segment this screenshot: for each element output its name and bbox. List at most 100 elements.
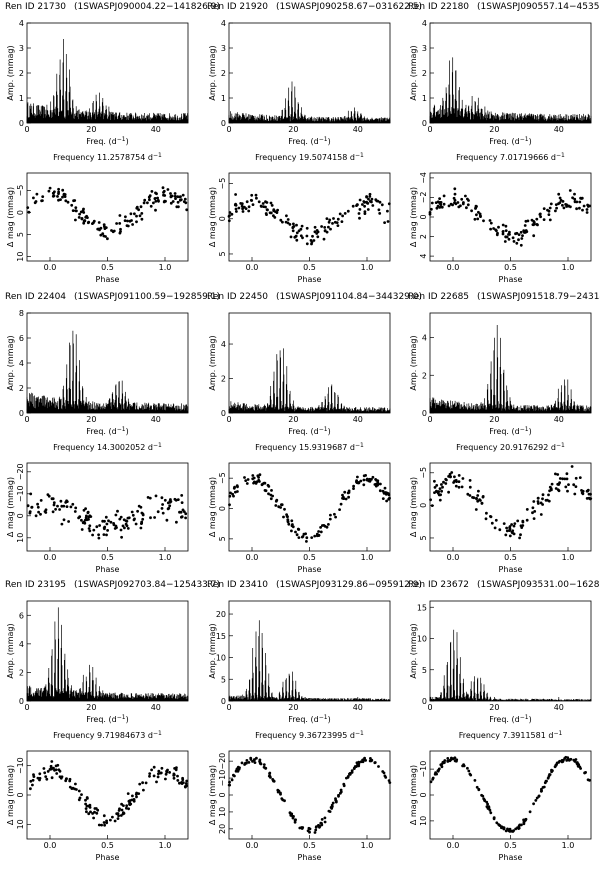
phase-point <box>356 475 359 479</box>
periodogram-trace <box>228 81 391 123</box>
phase-point <box>102 533 106 536</box>
phase-point <box>446 757 450 760</box>
y-tick-label: 4 <box>419 254 428 259</box>
phase-point <box>581 492 585 496</box>
phase-point <box>262 763 266 766</box>
phase-point <box>505 529 509 533</box>
x-tick-label: 0 <box>427 703 432 712</box>
phase-point <box>181 508 185 512</box>
phase-point <box>269 497 273 501</box>
phase-point <box>379 482 382 486</box>
y-tick-label: 0 <box>221 697 226 706</box>
phase-point <box>107 519 110 523</box>
phase-point <box>484 517 488 521</box>
phase-point <box>137 504 141 508</box>
phase-point <box>532 500 536 503</box>
phase-point <box>289 235 293 239</box>
phase-point <box>554 764 558 767</box>
phase-point <box>102 814 106 818</box>
phase-point <box>310 536 314 539</box>
phase-point <box>41 195 45 199</box>
periodogram-trace <box>429 325 592 413</box>
phase-x-label: Phase <box>96 565 120 574</box>
x-tick-label: 1.0 <box>361 841 374 850</box>
phase-point <box>532 221 536 224</box>
phase-point <box>323 820 327 824</box>
phase-point <box>92 816 95 820</box>
phase-point <box>54 507 57 511</box>
phase-point <box>347 495 350 499</box>
phase-x-label: Phase <box>499 565 523 574</box>
phase-point <box>253 758 256 761</box>
x-tick-label: 0.0 <box>447 553 460 562</box>
phase-point <box>573 197 577 201</box>
phase-point <box>517 238 520 242</box>
x-tick-label: 40 <box>353 125 363 134</box>
phase-point <box>97 533 100 537</box>
x-tick-label: 0 <box>427 415 432 424</box>
phase-point <box>511 531 514 535</box>
phase-point <box>536 502 540 505</box>
phase-point <box>578 200 582 204</box>
phase-point <box>241 210 245 213</box>
phase-point <box>236 485 239 489</box>
phase-point <box>443 759 447 762</box>
frequency-caption: Frequency 20.9176292 d−1 <box>456 442 565 452</box>
phase-point <box>536 496 540 500</box>
phase-point <box>330 803 334 807</box>
phase-frame <box>228 172 391 262</box>
phase-point <box>51 510 55 514</box>
y-tick-label: 2 <box>221 69 226 78</box>
phase-point <box>381 497 385 500</box>
phase-point <box>356 481 360 485</box>
phase-point <box>498 528 502 532</box>
phase-point <box>116 817 120 820</box>
phase-point <box>291 816 295 820</box>
phase-point <box>504 224 508 228</box>
phase-point <box>245 759 249 762</box>
phase-point <box>141 517 145 521</box>
phase-point <box>442 480 445 484</box>
periodogram-frame <box>228 22 391 124</box>
phase-point <box>373 761 377 764</box>
phase-point <box>453 187 457 191</box>
phase-point <box>460 485 464 489</box>
phase-point <box>58 508 61 511</box>
phase-point <box>180 494 184 497</box>
phase-point <box>531 506 535 510</box>
phase-point <box>126 516 130 520</box>
x-tick-label: 1.0 <box>562 841 575 850</box>
phase-point <box>584 771 587 774</box>
phase-point <box>156 775 160 779</box>
phase-point <box>563 477 567 481</box>
phase-point <box>343 212 347 215</box>
phase-point <box>78 212 81 216</box>
phase-point <box>570 465 574 468</box>
phase-point <box>257 478 261 482</box>
phase-point <box>341 496 344 500</box>
phase-point <box>504 533 508 537</box>
phase-point <box>127 807 130 811</box>
phase-point <box>317 824 320 827</box>
phase-point <box>430 201 434 205</box>
phase-point <box>466 492 470 496</box>
phase-point <box>435 484 439 487</box>
x-tick-label: 20 <box>86 415 96 424</box>
phase-point <box>137 792 141 795</box>
phase-point <box>143 198 147 202</box>
phase-point <box>75 788 78 791</box>
phase-point <box>475 213 478 217</box>
phase-point <box>156 199 160 202</box>
phase-point <box>176 498 180 501</box>
phase-point <box>275 211 279 215</box>
phase-point <box>508 233 511 236</box>
phase-point <box>500 826 503 830</box>
phase-point <box>253 761 257 764</box>
phase-point <box>531 223 535 227</box>
phase-point <box>440 483 443 486</box>
phase-point <box>166 188 170 191</box>
phase-point <box>99 233 103 237</box>
phase-point <box>533 510 537 513</box>
phase-point <box>94 807 98 810</box>
phase-point <box>365 478 369 482</box>
